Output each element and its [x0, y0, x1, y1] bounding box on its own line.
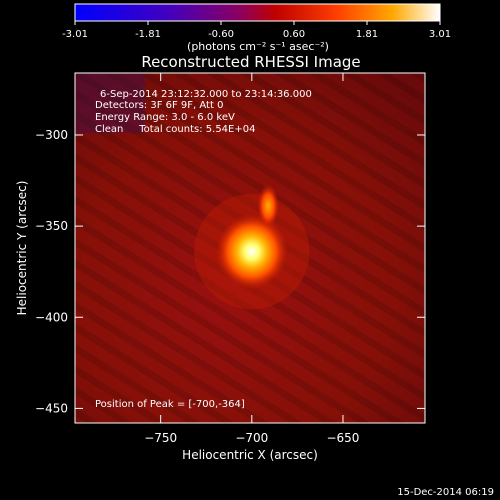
chart-title: Reconstructed RHESSI Image	[141, 53, 360, 71]
plot-frame	[74, 72, 426, 424]
x-tick-label: −750	[144, 431, 177, 445]
y-tick-label: −400	[35, 310, 68, 324]
colorbar-units: (photons cm⁻² s⁻¹ asec⁻²)	[187, 40, 329, 53]
x-tick-label: −650	[326, 431, 359, 445]
info-line-detectors: Detectors: 3F 6F 9F, Att 0	[95, 100, 223, 111]
colorbar-tick-label: 0.60	[283, 29, 305, 40]
colorbar-ticks: -3.01 -1.81 -0.60 0.60 1.81 3.01	[62, 21, 451, 40]
y-axis-label: Heliocentric Y (arcsec)	[15, 181, 29, 316]
footer-date: 15-Dec-2014 06:19	[397, 487, 494, 498]
axis-ticks: −750 −700 −650 −300 −350 −400 −450	[35, 73, 425, 445]
secondary-source	[257, 184, 280, 228]
info-line-clean: Clean Total counts: 5.54E+04	[95, 124, 255, 135]
colorbar-tick-label: -3.01	[62, 29, 88, 40]
y-tick-label: −350	[35, 219, 68, 233]
y-tick-label: −300	[35, 128, 68, 142]
peak-source	[215, 213, 288, 290]
colorbar-tick-label: 1.81	[356, 29, 378, 40]
peak-position-label: Position of Peak = [-700,-364]	[95, 399, 245, 410]
heatmap-image	[75, 73, 425, 423]
colorbar-tick-label: -0.60	[208, 29, 234, 40]
info-line-time: 6-Sep-2014 23:12:32.000 to 23:14:36.000	[100, 89, 312, 100]
colorbar-tick-label: 3.01	[429, 29, 451, 40]
x-tick-label: −700	[235, 431, 268, 445]
x-axis-label: Heliocentric X (arcsec)	[182, 448, 318, 462]
info-line-energy: Energy Range: 3.0 - 6.0 keV	[95, 112, 235, 123]
colorbar	[74, 3, 441, 22]
y-tick-label: −450	[35, 401, 68, 415]
colorbar-tick-label: -1.81	[135, 29, 161, 40]
